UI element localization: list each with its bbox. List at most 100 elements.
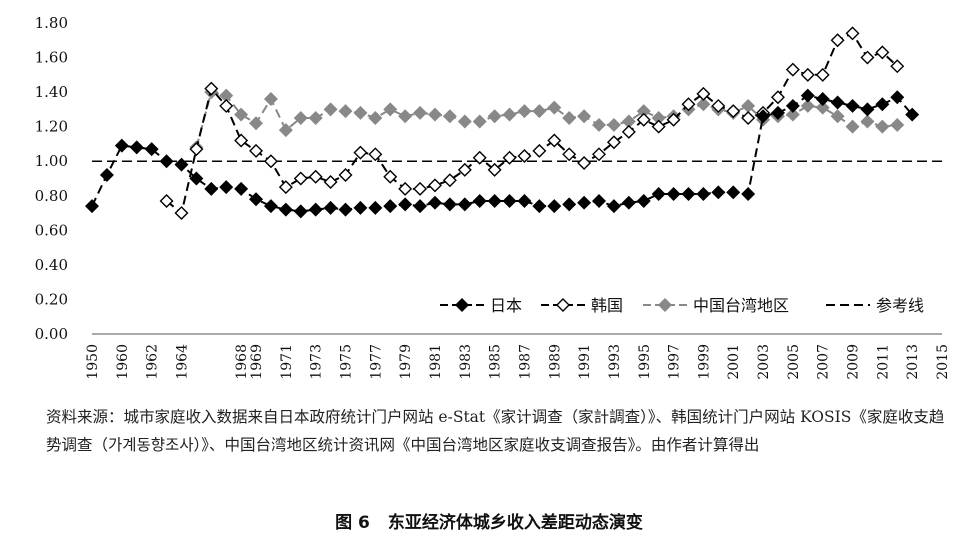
x-tick-label: 1969 <box>249 344 265 380</box>
japan-point <box>85 199 99 214</box>
taiwan-point <box>606 117 621 132</box>
x-tick-label: 1960 <box>115 344 131 380</box>
x-tick-label: 1964 <box>174 344 190 380</box>
korea-point <box>860 50 875 65</box>
korea-point <box>159 193 174 208</box>
japan-point <box>487 193 502 208</box>
japan-point <box>472 193 487 208</box>
japan-point <box>249 192 264 207</box>
korea-point <box>308 169 323 184</box>
y-tick-label: 0.60 <box>35 221 68 239</box>
series-japan <box>85 88 920 219</box>
legend-marker <box>455 298 469 312</box>
korea-point <box>293 171 308 186</box>
japan-point <box>785 98 800 113</box>
japan-point <box>368 200 383 215</box>
legend-label: 中国台湾地区 <box>693 296 789 315</box>
y-tick-label: 0.00 <box>35 325 68 343</box>
japan-point <box>293 204 308 219</box>
korea-point <box>651 119 666 134</box>
japan-point <box>457 197 472 212</box>
korea-point <box>398 181 413 196</box>
japan-point <box>875 97 890 112</box>
x-tick-label: 2011 <box>875 344 891 380</box>
japan-point <box>756 109 771 124</box>
korea-point <box>606 135 621 150</box>
x-tick-label: 1968 <box>234 344 250 380</box>
x-tick-label: 1979 <box>398 344 414 380</box>
korea-point <box>696 86 711 101</box>
taiwan-point <box>323 102 338 117</box>
taiwan-point <box>577 109 592 124</box>
japan-point <box>234 181 249 196</box>
korea-point <box>681 97 696 112</box>
japan-point <box>383 199 398 214</box>
korea-point <box>577 155 592 170</box>
japan-point <box>442 197 457 212</box>
korea-point <box>547 133 562 148</box>
korea-point <box>592 147 607 162</box>
y-tick-label: 0.80 <box>35 187 68 205</box>
korea-point <box>875 45 890 60</box>
japan-point <box>666 187 681 202</box>
japan-point <box>189 171 204 186</box>
japan-point <box>398 197 413 212</box>
x-tick-label: 2009 <box>846 344 862 380</box>
taiwan-point <box>875 119 890 134</box>
x-tick-label: 1973 <box>309 344 325 380</box>
japan-point <box>577 195 592 210</box>
japan-point <box>99 168 114 183</box>
korea-point <box>502 150 517 165</box>
korea-point <box>517 149 532 164</box>
japan-point <box>651 187 666 202</box>
japan-point <box>114 138 129 153</box>
korea-point <box>741 111 756 126</box>
japan-point <box>517 193 532 208</box>
legend-marker <box>556 298 570 312</box>
taiwan-point <box>234 107 249 122</box>
japan-point <box>338 202 353 217</box>
korea-point <box>472 150 487 165</box>
figure-number: 图 6 <box>335 513 370 533</box>
x-tick-label: 2001 <box>726 344 742 380</box>
x-tick-label: 1971 <box>279 344 295 380</box>
y-tick-label: 1.40 <box>35 83 68 101</box>
taiwan-point <box>278 123 293 138</box>
taiwan-point <box>442 109 457 124</box>
x-tick-label: 1950 <box>85 344 101 380</box>
japan-point <box>830 95 845 110</box>
korea-point <box>845 26 860 41</box>
japan-point <box>845 98 860 113</box>
chart: 0.00 0.20 0.40 0.60 0.80 1.00 1.20 1.40 1.60 1.80… <box>35 14 951 380</box>
taiwan-point <box>800 98 815 113</box>
japan-point <box>144 142 159 157</box>
x-tick-label: 1985 <box>488 344 504 380</box>
korea-point <box>427 178 442 193</box>
korea-point <box>621 124 636 139</box>
japan-point <box>308 202 323 217</box>
japan-point <box>606 199 621 214</box>
x-tick-label: 1995 <box>637 344 653 380</box>
korea-point <box>532 143 547 158</box>
x-tick-label: 1997 <box>667 344 683 380</box>
y-tick-label: 1.80 <box>35 14 68 32</box>
japan-point <box>800 88 815 103</box>
source-note: 资料来源：城市家庭收入数据来自日本政府统计门户网站 e-Stat《家计调查（家計… <box>46 408 945 454</box>
japan-point <box>770 105 785 120</box>
japan-point <box>174 157 189 172</box>
japan-point <box>204 181 219 196</box>
x-tick-label: 2015 <box>935 344 951 380</box>
korea-point <box>263 154 278 169</box>
japan-point <box>129 140 144 155</box>
korea-point <box>249 143 264 158</box>
taiwan-point <box>532 104 547 119</box>
korea-point <box>785 62 800 77</box>
taiwan-point <box>457 114 472 129</box>
japan-point <box>427 195 442 210</box>
korea-point <box>770 90 785 105</box>
legend: 日本 韩国 中国台湾地区 参考线 <box>440 296 924 315</box>
y-tick-label: 0.40 <box>35 256 68 274</box>
japan-point <box>413 199 428 214</box>
korea-line <box>165 32 898 215</box>
taiwan-point <box>815 100 830 115</box>
